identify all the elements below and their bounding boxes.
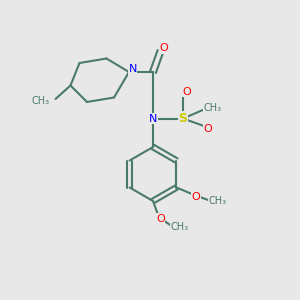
Text: O: O bbox=[203, 124, 212, 134]
Text: O: O bbox=[191, 191, 200, 202]
Text: CH₃: CH₃ bbox=[203, 103, 221, 113]
Text: N: N bbox=[128, 64, 137, 74]
Text: N: N bbox=[149, 113, 157, 124]
Text: S: S bbox=[178, 112, 188, 125]
Text: CH₃: CH₃ bbox=[170, 221, 188, 232]
Text: O: O bbox=[182, 86, 191, 97]
Text: O: O bbox=[159, 43, 168, 53]
Text: CH₃: CH₃ bbox=[208, 196, 226, 206]
Text: O: O bbox=[156, 214, 165, 224]
Text: CH₃: CH₃ bbox=[32, 95, 50, 106]
